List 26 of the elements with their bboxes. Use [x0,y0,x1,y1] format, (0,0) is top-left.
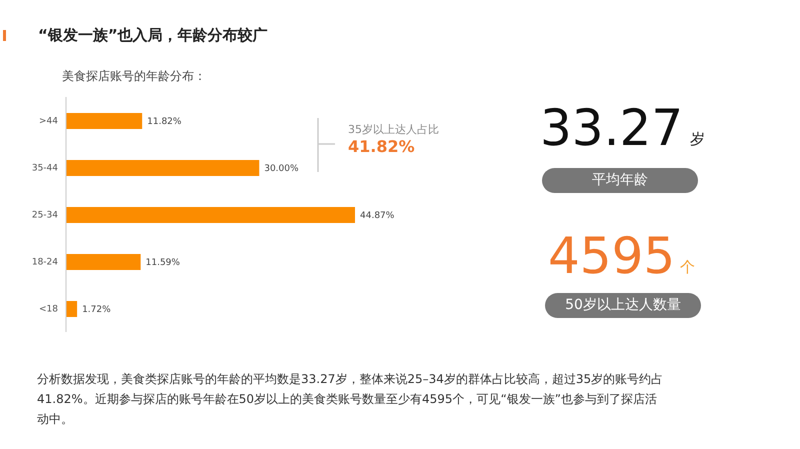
bar [66,207,355,223]
bar [66,113,142,129]
text: 50岁以上达人数量 [545,293,701,318]
y-tick-label: <18 [39,304,58,315]
data-label: 30.00% [264,164,299,174]
y-tick-label: 18-24 [32,258,58,268]
text: 平均年龄 [542,168,698,193]
data-label: 11.82% [147,117,182,128]
annotation: 41.82% [348,137,415,156]
annotation: 35岁以上达人占比 [348,122,439,137]
data-label: 1.72% [82,305,112,316]
data-label: 44.87% [360,211,395,222]
bar [66,160,260,176]
y-tick-label: >44 [39,116,58,127]
text: 4595 [548,226,676,286]
y-tick-label: 25-34 [32,210,58,221]
chart-subtitle: 美食探店账号的年龄分布： [62,68,206,85]
text: 岁 [690,130,705,149]
text: 个 [680,258,695,277]
text: 分析数据发现，美食类探店账号的年龄的平均数是33.27岁，整体来说25–34岁的群体占比较高，超过35岁的账号约占41.82%。近期参与探店的账号年龄在50岁以上的美食类账号数量至少有4595个，可见“银发一族”也参与到了探店活动中。 [37,371,664,428]
text: 33.27 [540,98,684,158]
chart-title: “银发一族”也入局，年龄分布较广 [38,26,268,45]
bar [66,301,78,317]
bar [66,254,141,270]
y-tick-label: 35-44 [32,164,58,174]
data-label: 11.59% [146,258,180,268]
